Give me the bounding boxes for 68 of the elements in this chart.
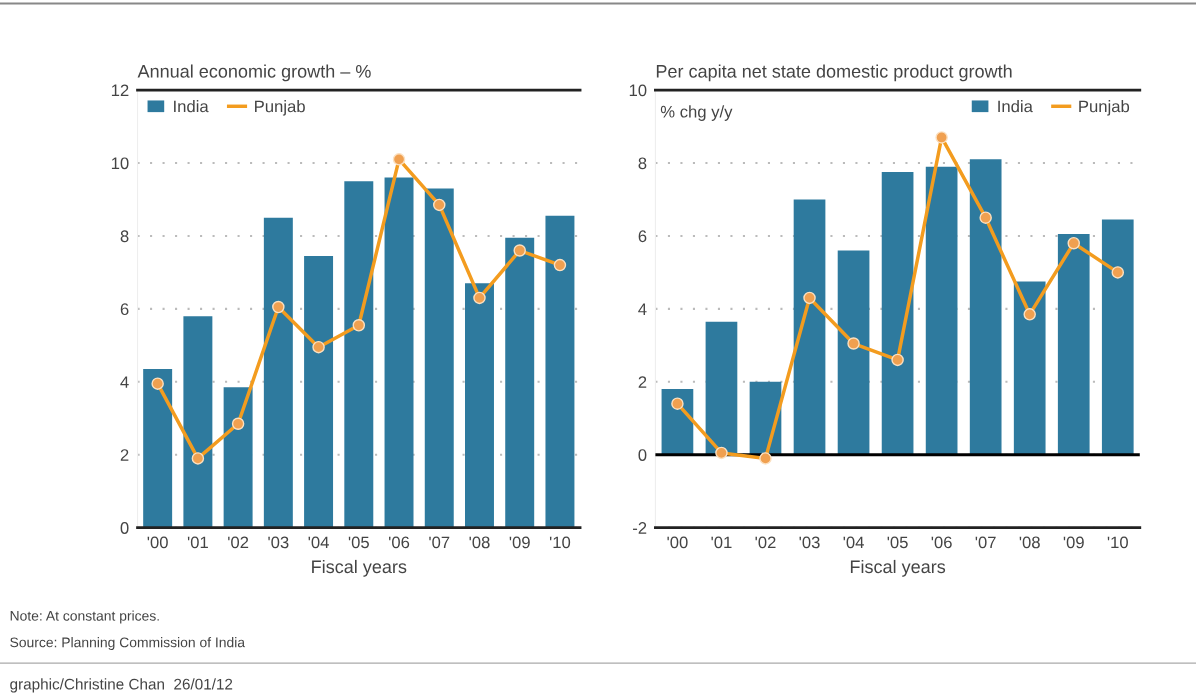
legend-label: Punjab <box>255 100 305 116</box>
bar <box>384 177 414 528</box>
y-tick-label: 2 <box>120 449 129 461</box>
bar <box>304 255 334 528</box>
x-tick-label: '01 <box>711 536 732 549</box>
bar <box>793 199 826 455</box>
x-tick-label: '06 <box>931 536 952 549</box>
bar <box>837 250 870 455</box>
bar <box>143 369 173 528</box>
y-tick-label: 12 <box>111 84 129 97</box>
y-tick-label: 4 <box>120 376 129 388</box>
x-tick-label: '00 <box>147 536 168 549</box>
source-note: Source: Planning Commission of India <box>10 637 246 651</box>
y-tick-label: 8 <box>120 230 129 243</box>
y-tick-label: 4 <box>638 303 647 315</box>
y-tick-label: 0 <box>120 522 129 534</box>
bar <box>969 159 1002 455</box>
x-tick-label: '07 <box>429 536 450 549</box>
x-tick-label: '10 <box>1107 536 1128 549</box>
bar <box>881 172 914 455</box>
y-tick-label: 6 <box>638 230 647 243</box>
x-tick-label: '02 <box>228 536 249 549</box>
x-tick-label: '01 <box>187 536 208 549</box>
text: Note: At constant prices. <box>10 610 159 624</box>
y-tick-label: 0 <box>638 449 647 461</box>
bar <box>263 217 293 528</box>
x-tick-label: '06 <box>389 536 410 549</box>
y-tick-label: 6 <box>120 303 129 316</box>
x-tick-label: '09 <box>509 536 530 549</box>
x-tick-label: '09 <box>1063 536 1084 549</box>
x-tick-label: '03 <box>268 536 289 549</box>
legend-label: Punjab <box>1079 100 1130 116</box>
x-tick-label: '03 <box>799 536 820 549</box>
y-tick-label: -2 <box>633 522 647 534</box>
bar <box>1101 219 1134 455</box>
x-axis-title: Fiscal years <box>312 559 407 577</box>
legend-label: India <box>998 100 1033 113</box>
chart-title: Per capita net state domestic product growth <box>656 64 1012 82</box>
x-tick-label: '02 <box>755 536 776 549</box>
x-tick-label: '08 <box>1019 536 1040 549</box>
bar <box>705 321 738 455</box>
x-tick-label: '10 <box>549 536 571 549</box>
bar <box>1057 234 1090 455</box>
chart-title: Annual economic growth – % <box>137 64 371 82</box>
x-tick-label: '05 <box>348 536 369 549</box>
bar <box>545 215 575 528</box>
y-tick-label: 8 <box>638 157 647 170</box>
text: graphic/Christine Chan 26/01/12 <box>10 678 233 693</box>
x-tick-label: '08 <box>469 536 490 549</box>
y-tick-label: 10 <box>629 84 647 97</box>
y-tick-label: 10 <box>111 157 129 170</box>
y-axis-title: % chg y/y <box>660 105 733 121</box>
legend-label: India <box>174 100 209 113</box>
x-tick-label: '00 <box>667 536 688 549</box>
bar <box>424 188 454 528</box>
bar <box>223 387 253 528</box>
bar <box>465 283 494 528</box>
y-tick-label: 2 <box>638 376 647 388</box>
x-tick-label: '05 <box>887 536 908 549</box>
bar <box>344 181 374 528</box>
x-tick-label: '04 <box>843 536 864 549</box>
x-tick-label: '04 <box>308 536 329 549</box>
bar <box>1013 281 1046 455</box>
x-axis-title: Fiscal years <box>850 559 946 577</box>
bar <box>505 237 535 528</box>
bar <box>925 166 958 455</box>
bar <box>183 316 213 528</box>
x-tick-label: '07 <box>975 536 996 549</box>
